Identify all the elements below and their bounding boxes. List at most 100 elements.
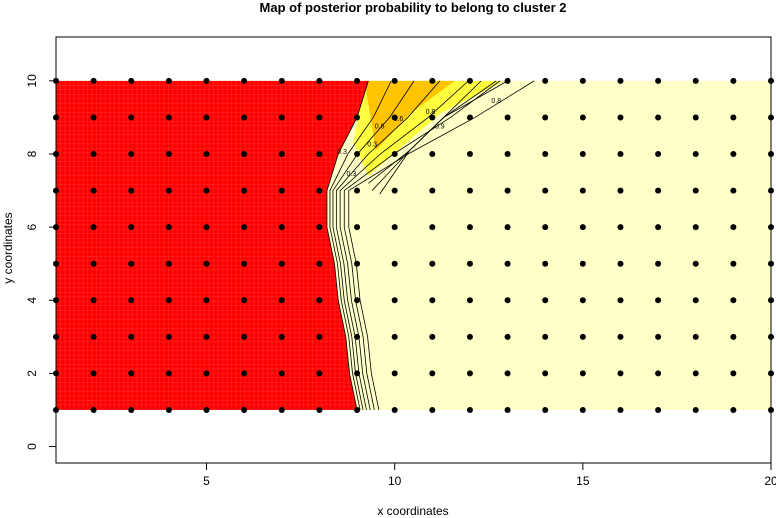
data-point xyxy=(617,333,624,340)
data-point xyxy=(316,224,323,231)
data-point xyxy=(391,297,398,304)
data-point xyxy=(128,333,135,340)
data-point xyxy=(579,260,586,267)
contour-line xyxy=(348,80,535,411)
data-point xyxy=(354,114,361,121)
contour-line xyxy=(329,80,392,411)
x-axis: 5 10 15 20 xyxy=(203,462,776,488)
data-point xyxy=(165,333,172,340)
data-point xyxy=(241,151,248,158)
data-point xyxy=(90,406,97,413)
red-region-texture xyxy=(56,80,365,410)
data-point xyxy=(128,114,135,121)
contour-line xyxy=(339,80,469,411)
data-point xyxy=(617,260,624,267)
data-point xyxy=(504,224,511,231)
data-point xyxy=(692,297,699,304)
data-points xyxy=(53,77,774,413)
x-tick-label: 15 xyxy=(576,474,590,488)
data-point xyxy=(316,114,323,121)
data-point xyxy=(128,224,135,231)
transition-region-orange xyxy=(364,80,455,151)
data-point xyxy=(692,114,699,121)
data-point xyxy=(90,297,97,304)
data-point xyxy=(504,151,511,158)
data-point xyxy=(466,333,473,340)
data-point xyxy=(90,114,97,121)
y-tick-label: 6 xyxy=(25,223,39,230)
data-point xyxy=(429,151,436,158)
data-point xyxy=(579,333,586,340)
data-point xyxy=(692,187,699,194)
data-point xyxy=(90,260,97,267)
contour-lines xyxy=(326,80,535,411)
data-point xyxy=(542,333,549,340)
data-point xyxy=(730,114,737,121)
data-point xyxy=(354,333,361,340)
contour-label: 0.3 xyxy=(347,171,357,178)
data-point xyxy=(203,260,210,267)
data-point xyxy=(203,151,210,158)
data-point xyxy=(278,224,285,231)
data-point xyxy=(730,406,737,413)
y-tick-label: 0 xyxy=(25,443,39,450)
data-point xyxy=(579,187,586,194)
data-point xyxy=(429,260,436,267)
data-point xyxy=(278,370,285,377)
data-point xyxy=(730,370,737,377)
data-point xyxy=(278,187,285,194)
data-point xyxy=(278,260,285,267)
data-point xyxy=(128,260,135,267)
data-point xyxy=(542,224,549,231)
data-point xyxy=(241,260,248,267)
data-point xyxy=(692,151,699,158)
y-tick-label: 2 xyxy=(25,370,39,377)
data-point xyxy=(165,224,172,231)
data-point xyxy=(730,151,737,158)
data-point xyxy=(241,333,248,340)
data-point xyxy=(316,151,323,158)
y-axis-label: y coordinates xyxy=(1,212,15,283)
data-point xyxy=(203,297,210,304)
data-point xyxy=(354,187,361,194)
data-point xyxy=(617,297,624,304)
data-point xyxy=(692,77,699,84)
data-point xyxy=(466,151,473,158)
data-point xyxy=(90,333,97,340)
data-point xyxy=(504,333,511,340)
data-point xyxy=(278,114,285,121)
data-point xyxy=(203,406,210,413)
data-point xyxy=(542,406,549,413)
data-point xyxy=(655,187,662,194)
data-point xyxy=(203,224,210,231)
data-point xyxy=(128,297,135,304)
data-point xyxy=(429,224,436,231)
data-point xyxy=(730,333,737,340)
data-point xyxy=(391,260,398,267)
data-point xyxy=(90,224,97,231)
data-point xyxy=(655,224,662,231)
data-point xyxy=(316,406,323,413)
data-point xyxy=(316,297,323,304)
data-point xyxy=(241,297,248,304)
data-point xyxy=(730,224,737,231)
data-point xyxy=(316,333,323,340)
data-point xyxy=(504,370,511,377)
data-point xyxy=(466,187,473,194)
data-point xyxy=(692,406,699,413)
data-point xyxy=(692,224,699,231)
data-point xyxy=(278,151,285,158)
data-point xyxy=(241,77,248,84)
data-point xyxy=(391,333,398,340)
data-point xyxy=(617,406,624,413)
contour-label: 0.6 xyxy=(375,123,385,130)
data-point xyxy=(655,297,662,304)
data-point xyxy=(466,297,473,304)
contour-labels: 0.6 0.6 0.8 0.9 0.8 0.3 0.3 0.3 xyxy=(337,98,501,178)
contour-line xyxy=(343,80,501,411)
data-point xyxy=(429,297,436,304)
data-point xyxy=(391,406,398,413)
data-point xyxy=(466,224,473,231)
data-point xyxy=(391,151,398,158)
data-point xyxy=(203,187,210,194)
